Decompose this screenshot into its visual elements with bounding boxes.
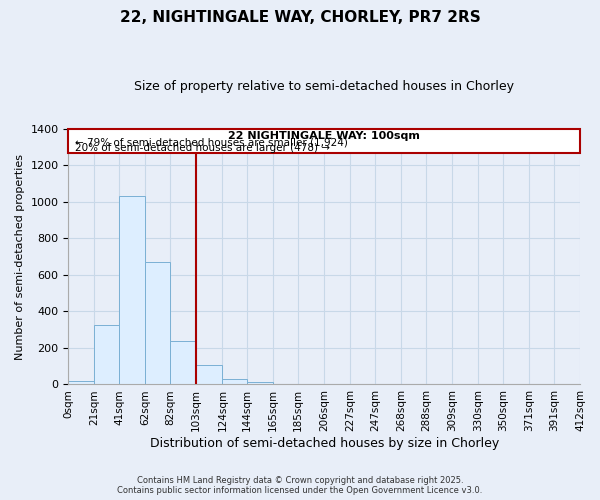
- X-axis label: Distribution of semi-detached houses by size in Chorley: Distribution of semi-detached houses by …: [149, 437, 499, 450]
- Text: Contains HM Land Registry data © Crown copyright and database right 2025.
Contai: Contains HM Land Registry data © Crown c…: [118, 476, 482, 495]
- Bar: [196, 366, 223, 384]
- Text: 22, NIGHTINGALE WAY, CHORLEY, PR7 2RS: 22, NIGHTINGALE WAY, CHORLEY, PR7 2RS: [119, 10, 481, 25]
- Bar: [247, 382, 273, 384]
- Bar: [145, 262, 170, 384]
- Title: Size of property relative to semi-detached houses in Chorley: Size of property relative to semi-detach…: [134, 80, 514, 93]
- Bar: [223, 380, 247, 384]
- Text: 20% of semi-detached houses are larger (478) →: 20% of semi-detached houses are larger (…: [74, 143, 329, 153]
- Bar: [119, 196, 145, 384]
- Bar: [170, 340, 196, 384]
- FancyBboxPatch shape: [68, 129, 580, 152]
- Bar: [68, 381, 94, 384]
- Y-axis label: Number of semi-detached properties: Number of semi-detached properties: [15, 154, 25, 360]
- Text: ← 79% of semi-detached houses are smaller (1,924): ← 79% of semi-detached houses are smalle…: [74, 137, 347, 147]
- Bar: [94, 325, 119, 384]
- Text: 22 NIGHTINGALE WAY: 100sqm: 22 NIGHTINGALE WAY: 100sqm: [228, 130, 420, 140]
